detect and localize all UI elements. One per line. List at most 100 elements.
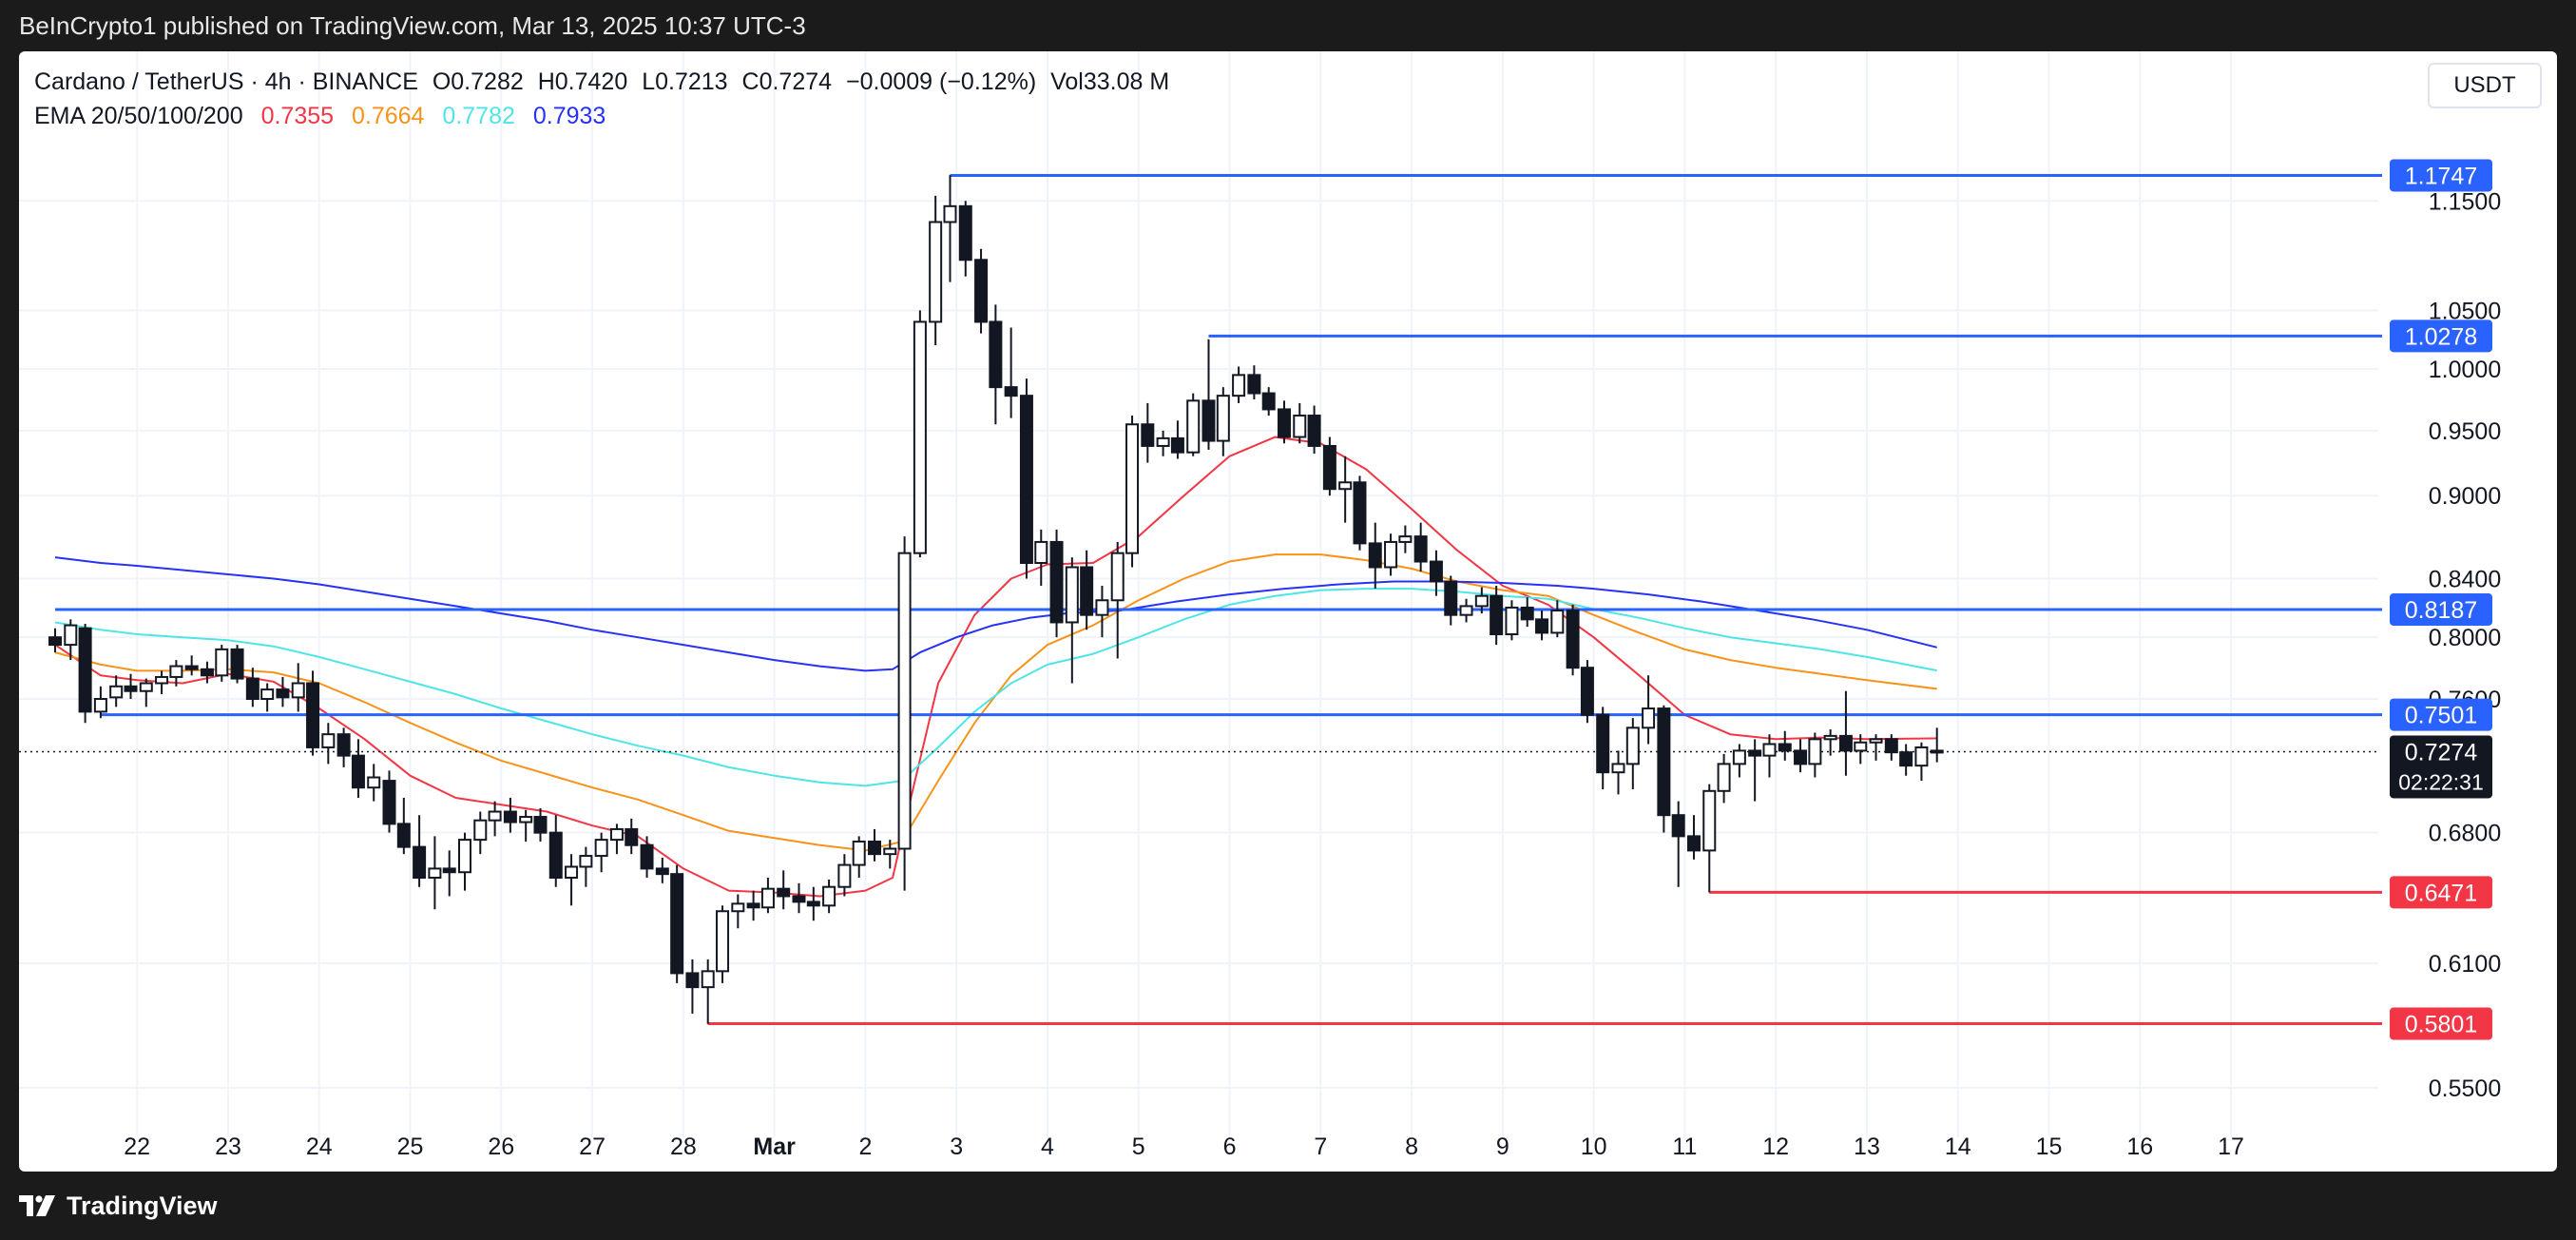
candle-body bbox=[78, 627, 92, 713]
candle-body bbox=[1110, 552, 1125, 602]
candle-body bbox=[1794, 749, 1808, 765]
chart-panel[interactable]: 0.55000.61000.68000.76000.80000.84000.90… bbox=[19, 51, 2557, 1172]
candle-body bbox=[1686, 835, 1701, 852]
y-tick-label: 0.9000 bbox=[2429, 483, 2501, 510]
candle-body bbox=[1580, 667, 1594, 716]
candle-body bbox=[155, 675, 169, 685]
x-tick-label: 16 bbox=[2126, 1133, 2153, 1160]
candle-body bbox=[579, 855, 593, 868]
candle-body bbox=[488, 810, 502, 822]
candle-body bbox=[1201, 399, 1216, 442]
symbol-title[interactable]: Cardano / TetherUS · 4h · BINANCE bbox=[34, 68, 418, 95]
ema-line-ema200 bbox=[54, 556, 1937, 672]
x-tick-label: 11 bbox=[1672, 1133, 1697, 1160]
candle-body bbox=[1717, 763, 1731, 792]
level-price-tag bbox=[2390, 159, 2492, 192]
candle-body bbox=[1732, 749, 1746, 765]
price-chart[interactable]: 0.55000.61000.68000.76000.80000.84000.90… bbox=[19, 51, 2557, 1172]
candle-body bbox=[321, 733, 336, 748]
candle-body bbox=[1490, 594, 1504, 636]
candle-body bbox=[428, 867, 442, 880]
x-tick-label: 6 bbox=[1223, 1133, 1237, 1160]
y-tick-label: 1.1500 bbox=[2429, 188, 2501, 215]
candle-body bbox=[1019, 395, 1033, 565]
level-price-label: 0.6471 bbox=[2405, 880, 2477, 906]
candle-body bbox=[1914, 746, 1929, 767]
candle-body bbox=[1778, 743, 1792, 752]
level-price-tag bbox=[2390, 1007, 2492, 1040]
x-tick-label: 24 bbox=[306, 1133, 333, 1160]
candle-body bbox=[200, 668, 214, 677]
candle-body bbox=[367, 776, 381, 789]
candle-body bbox=[867, 840, 881, 856]
candle-body bbox=[594, 839, 608, 858]
candle-body bbox=[1322, 444, 1336, 491]
candle-body bbox=[897, 552, 912, 850]
level-price-tag bbox=[2390, 876, 2492, 909]
candle-body bbox=[958, 204, 972, 262]
candle-body bbox=[1413, 535, 1428, 563]
ohlc-row: Cardano / TetherUS · 4h · BINANCE O0.728… bbox=[34, 65, 1177, 99]
candle-body bbox=[1125, 423, 1140, 554]
candle-body bbox=[974, 259, 989, 323]
ema50-value: 0.7664 bbox=[352, 103, 425, 129]
x-tick-label: 25 bbox=[397, 1133, 424, 1160]
candle-body bbox=[1762, 743, 1777, 757]
candle-body bbox=[1307, 415, 1321, 447]
tradingview-brand[interactable]: TradingView bbox=[67, 1191, 218, 1220]
ohlc-high: H0.7420 bbox=[537, 68, 628, 95]
candle-body bbox=[93, 698, 107, 713]
candle-body bbox=[1459, 605, 1473, 616]
candle-body bbox=[792, 895, 806, 903]
candle-body bbox=[1170, 436, 1184, 454]
ema-line-ema50 bbox=[54, 553, 1937, 852]
x-tick-label: 28 bbox=[670, 1133, 697, 1160]
y-tick-label: 0.9500 bbox=[2429, 418, 2501, 445]
x-tick-label: 12 bbox=[1762, 1133, 1789, 1160]
candle-body bbox=[1838, 734, 1853, 752]
x-tick-label: 17 bbox=[2218, 1133, 2244, 1160]
candle-body bbox=[1535, 618, 1549, 634]
candle-body bbox=[291, 682, 305, 699]
candle-body bbox=[1368, 542, 1382, 569]
currency-button[interactable]: USDT bbox=[2428, 63, 2542, 108]
y-tick-label: 0.6800 bbox=[2429, 821, 2501, 847]
ema-title[interactable]: EMA 20/50/100/200 bbox=[34, 103, 243, 129]
y-tick-label: 0.6100 bbox=[2429, 951, 2501, 978]
candle-body bbox=[1869, 738, 1883, 744]
candle-body bbox=[1353, 481, 1367, 545]
candle-body bbox=[457, 839, 471, 874]
candle-body bbox=[929, 221, 943, 323]
ohlc-close: C0.7274 bbox=[741, 68, 833, 95]
candle-body bbox=[1748, 749, 1762, 757]
candle-body bbox=[837, 863, 852, 888]
tradingview-logo-icon bbox=[19, 1195, 55, 1216]
candle-body bbox=[1642, 707, 1656, 729]
x-tick-label: 13 bbox=[1854, 1133, 1880, 1160]
candle-body bbox=[548, 831, 563, 880]
candle-body bbox=[1293, 415, 1307, 438]
x-tick-label: 27 bbox=[579, 1133, 606, 1160]
candle-body bbox=[473, 819, 488, 842]
x-tick-label: 22 bbox=[124, 1133, 150, 1160]
x-tick-label: 23 bbox=[215, 1133, 241, 1160]
candle-body bbox=[746, 902, 760, 909]
candle-body bbox=[670, 873, 684, 975]
candle-body bbox=[913, 320, 927, 554]
candle-body bbox=[1429, 560, 1443, 583]
x-tick-label: 3 bbox=[950, 1133, 963, 1160]
publish-header: BeInCrypto1 published on TradingView.com… bbox=[0, 0, 2576, 51]
volume: Vol33.08 M bbox=[1050, 68, 1170, 95]
level-price-label: 1.1747 bbox=[2405, 163, 2477, 189]
y-tick-label: 0.8000 bbox=[2429, 625, 2501, 651]
candle-body bbox=[124, 685, 138, 692]
candle-body bbox=[731, 902, 745, 913]
candle-body bbox=[1156, 436, 1170, 447]
level-price-label: 1.0278 bbox=[2405, 323, 2477, 350]
candle-body bbox=[1338, 481, 1353, 491]
ema20-value: 0.7355 bbox=[260, 103, 335, 129]
level-price-tag bbox=[2390, 592, 2492, 626]
candle-body bbox=[351, 754, 365, 789]
candle-body bbox=[1520, 606, 1534, 621]
candle-body bbox=[1004, 386, 1018, 397]
